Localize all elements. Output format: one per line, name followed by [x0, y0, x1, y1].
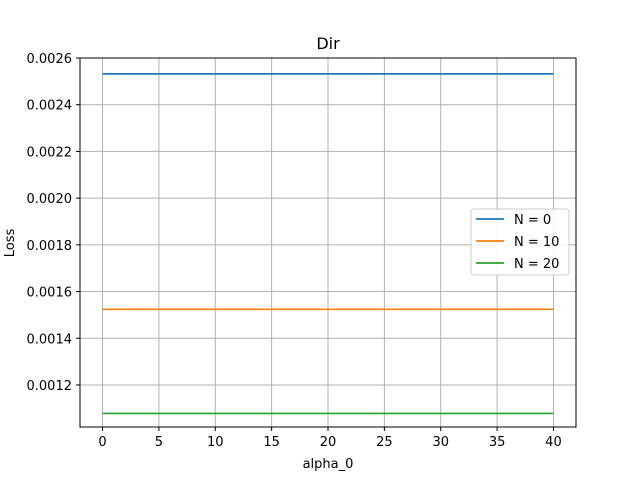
x-tick-label: 25	[376, 435, 393, 450]
legend: N = 0 N = 10 N = 20	[470, 208, 570, 276]
y-tick-label: 0.0014	[27, 332, 73, 347]
x-tick-label: 40	[545, 435, 562, 450]
axis-ticks: 0 5 10 15 20 25 30 35 40 0.0012 0.0014 0.0016 0.0018…	[27, 52, 562, 450]
y-tick-label: 0.0018	[27, 239, 73, 254]
legend-label: N = 0	[514, 213, 551, 228]
x-tick-label: 20	[320, 435, 337, 450]
legend-label: N = 10	[514, 235, 559, 250]
x-tick-label: 30	[432, 435, 449, 450]
y-tick-label: 0.0012	[27, 379, 73, 394]
x-axis-label: alpha_0	[303, 457, 354, 472]
x-tick-label: 35	[489, 435, 506, 450]
legend-label: N = 20	[514, 257, 559, 272]
chart-title: Dir	[316, 34, 340, 53]
x-tick-label: 15	[263, 435, 280, 450]
x-tick-label: 0	[98, 435, 106, 450]
y-tick-label: 0.0016	[27, 286, 73, 301]
legend-box	[470, 208, 570, 276]
legend-items: N = 0 N = 10 N = 20	[476, 213, 559, 272]
y-tick-label: 0.0024	[27, 99, 73, 114]
y-tick-label: 0.0022	[27, 145, 73, 160]
grid	[80, 57, 576, 427]
x-tick-label: 5	[155, 435, 163, 450]
y-tick-label: 0.0026	[27, 52, 73, 67]
series-lines	[102, 73, 554, 415]
x-tick-label: 10	[207, 435, 224, 450]
y-tick-label: 0.0020	[27, 192, 73, 207]
y-axis-label: Loss	[3, 229, 18, 258]
